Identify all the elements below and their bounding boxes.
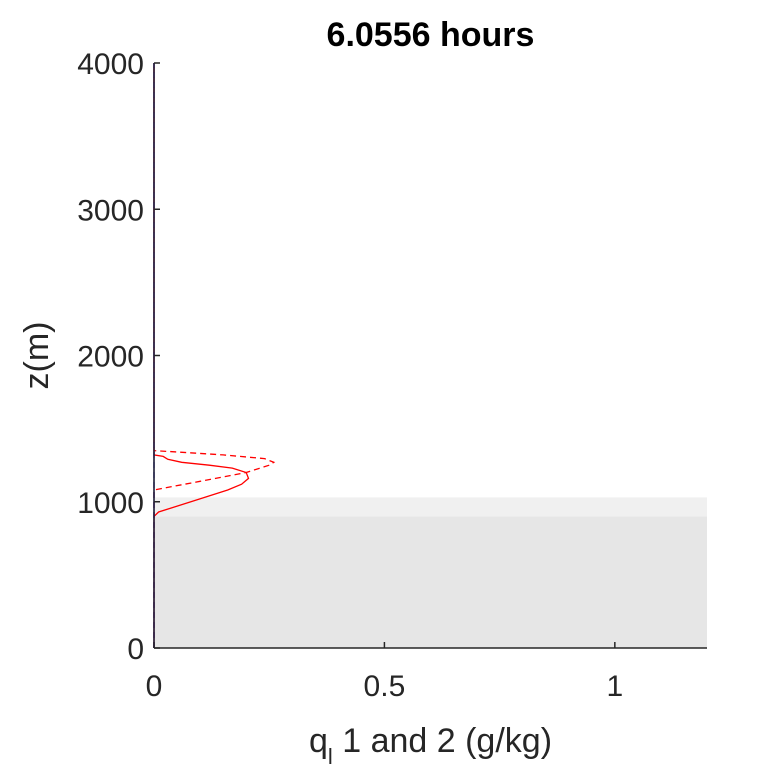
shaded-region-1 <box>154 497 707 517</box>
y-tick-label: 3000 <box>77 194 144 227</box>
shaded-regions <box>154 497 707 648</box>
series-line-1 <box>153 63 276 648</box>
chart-title: 6.0556 hours <box>327 16 535 54</box>
x-axis-label-rest: 1 and 2 (g/kg) <box>333 722 552 760</box>
series-line-0 <box>153 63 250 648</box>
y-axis-label: z(m) <box>18 322 56 390</box>
axis-ticks: 0 1000 2000 3000 4000 0 0.5 1 <box>77 48 623 703</box>
x-tick-label: 1 <box>606 670 623 703</box>
y-tick-label: 0 <box>127 633 144 666</box>
shaded-region-0 <box>154 516 707 648</box>
x-tick-label: 0.5 <box>364 670 406 703</box>
x-axis-label: ql 1 and 2 (g/kg) <box>309 722 552 769</box>
y-tick-label: 1000 <box>77 487 144 520</box>
x-axis-label-base: q <box>309 722 328 760</box>
y-tick-label: 4000 <box>77 48 144 81</box>
x-tick-label: 0 <box>146 670 163 703</box>
x-axis-label-subscript: l <box>328 744 333 769</box>
y-tick-label: 2000 <box>77 341 144 374</box>
